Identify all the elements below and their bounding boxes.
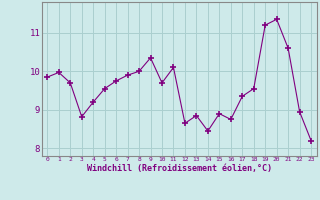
X-axis label: Windchill (Refroidissement éolien,°C): Windchill (Refroidissement éolien,°C) (87, 164, 272, 173)
